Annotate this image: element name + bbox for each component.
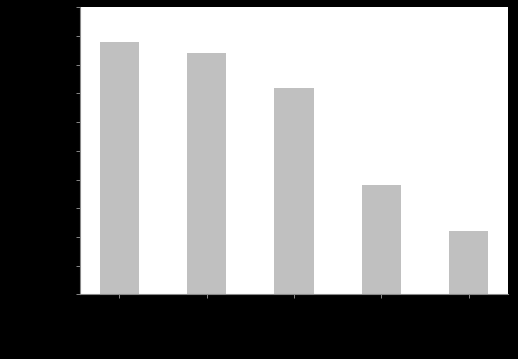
Bar: [449, 231, 488, 294]
Bar: [187, 53, 226, 294]
Bar: [362, 185, 401, 294]
Bar: [99, 42, 139, 294]
Bar: [275, 88, 313, 294]
